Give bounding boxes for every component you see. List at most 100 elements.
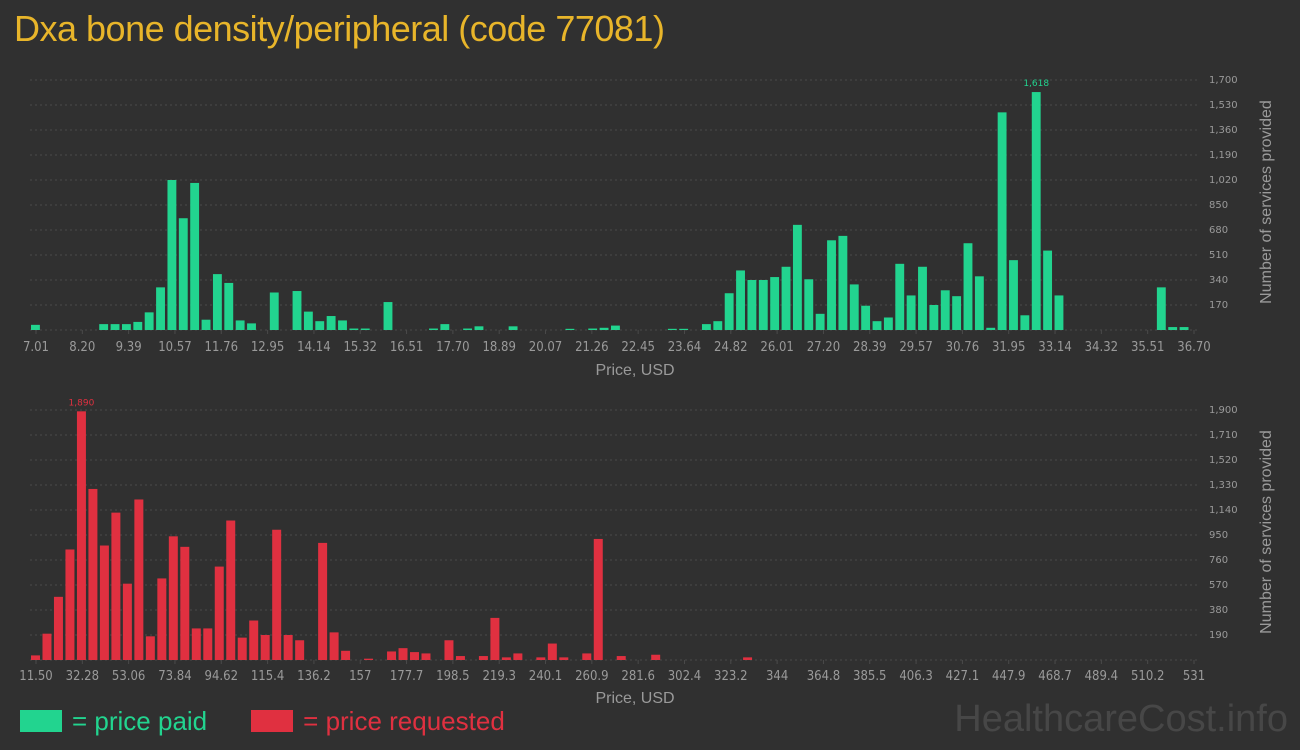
bar xyxy=(429,328,438,330)
x-tick-label: 468.7 xyxy=(1038,669,1071,684)
x-tick-label: 344 xyxy=(766,669,788,684)
x-tick-label: 17.70 xyxy=(436,340,469,355)
bar xyxy=(827,240,836,330)
bar xyxy=(398,648,408,660)
x-tick-label: 73.84 xyxy=(158,669,191,684)
x-tick-label: 12.95 xyxy=(251,340,284,355)
x-tick-label: 115.4 xyxy=(251,669,284,684)
bar xyxy=(792,224,802,330)
bar xyxy=(31,655,40,660)
bar xyxy=(292,291,302,330)
bar xyxy=(269,292,279,330)
bar xyxy=(559,657,569,660)
x-tick-label: 33.14 xyxy=(1038,340,1071,355)
bar xyxy=(318,542,328,660)
y-tick-label: 1,140 xyxy=(1209,505,1238,516)
y-tick-label: 1,360 xyxy=(1209,125,1238,136)
x-tick-label: 489.4 xyxy=(1085,669,1118,684)
bar xyxy=(201,319,211,330)
y-tick-label: 1,710 xyxy=(1209,430,1238,441)
x-tick-label: 323.2 xyxy=(714,669,747,684)
chart-requested: 190 380 570 760 950 1,140 1,330 1,520 1,710 1,900… xyxy=(19,398,1275,707)
bar xyxy=(156,287,165,330)
bar xyxy=(667,328,677,330)
y-tick-label: 760 xyxy=(1209,555,1228,566)
bar xyxy=(1179,327,1189,330)
bar xyxy=(178,218,188,330)
bar xyxy=(743,657,753,660)
bar xyxy=(110,324,120,330)
bar xyxy=(224,282,234,330)
legend-item-requested: = price requested xyxy=(251,706,505,737)
x-tick-label: 14.14 xyxy=(297,340,330,355)
x-tick-label: 9.39 xyxy=(116,340,142,355)
bar xyxy=(134,499,144,660)
bar xyxy=(849,284,859,330)
bar xyxy=(341,650,351,660)
x-tick-label: 177.7 xyxy=(390,669,423,684)
bar xyxy=(536,657,546,660)
bar xyxy=(65,549,75,660)
bar xyxy=(1156,287,1166,330)
legend: = price paid = price requested xyxy=(20,703,549,739)
bar xyxy=(974,276,984,330)
bar xyxy=(679,328,689,330)
bar xyxy=(303,311,313,330)
bar xyxy=(247,323,256,330)
bar xyxy=(1168,327,1178,330)
bar xyxy=(260,635,270,660)
bar xyxy=(157,578,167,660)
bar xyxy=(940,290,950,330)
bar xyxy=(144,312,154,330)
x-tick-label: 36.70 xyxy=(1177,340,1210,355)
bar xyxy=(283,635,293,660)
x-tick-label: 8.20 xyxy=(69,340,95,355)
x-axis-title: Price, USD xyxy=(595,690,674,707)
x-tick-label: 21.26 xyxy=(575,340,608,355)
bar xyxy=(997,112,1007,331)
x-tick-label: 28.39 xyxy=(853,340,886,355)
x-tick-label: 157 xyxy=(349,669,371,684)
x-tick-label: 11.50 xyxy=(19,669,52,684)
bar xyxy=(838,235,848,330)
bar xyxy=(180,546,190,660)
bar xyxy=(295,640,305,660)
bar xyxy=(781,266,791,330)
bar xyxy=(906,295,916,330)
x-tick-label: 7.01 xyxy=(23,340,49,355)
y-tick-label: 1,900 xyxy=(1209,405,1238,416)
x-tick-label: 15.32 xyxy=(343,340,376,355)
bar xyxy=(338,320,347,330)
bar xyxy=(1020,315,1030,330)
bar xyxy=(565,328,575,330)
x-tick-label: 27.20 xyxy=(807,340,840,355)
x-tick-label: 10.57 xyxy=(158,340,191,355)
bar xyxy=(895,263,905,330)
y-tick-label: 340 xyxy=(1209,275,1228,286)
x-tick-label: 406.3 xyxy=(899,669,932,684)
watermark: HealthcareCost.info xyxy=(954,698,1288,740)
bar xyxy=(478,656,488,660)
bar xyxy=(440,324,450,330)
x-tick-label: 427.1 xyxy=(946,669,979,684)
bar xyxy=(508,326,518,330)
bar xyxy=(599,327,609,330)
legend-label-requested: = price requested xyxy=(303,705,505,736)
x-tick-label: 53.06 xyxy=(112,669,145,684)
x-tick-label: 16.51 xyxy=(390,340,423,355)
x-tick-label: 94.62 xyxy=(205,669,238,684)
x-tick-label: 24.82 xyxy=(714,340,747,355)
bar xyxy=(747,280,757,330)
bar xyxy=(203,628,213,660)
bar xyxy=(501,657,511,660)
y-tick-label: 570 xyxy=(1209,580,1228,591)
x-tick-label: 510.2 xyxy=(1131,669,1164,684)
bar xyxy=(455,656,465,660)
legend-swatch-requested xyxy=(251,710,294,732)
x-tick-label: 281.6 xyxy=(621,669,654,684)
legend-label-paid: = price paid xyxy=(72,705,208,736)
x-tick-label: 20.07 xyxy=(529,340,562,355)
y-tick-label: 680 xyxy=(1209,225,1228,236)
x-tick-label: 31.95 xyxy=(992,340,1025,355)
x-tick-label: 32.28 xyxy=(66,669,99,684)
